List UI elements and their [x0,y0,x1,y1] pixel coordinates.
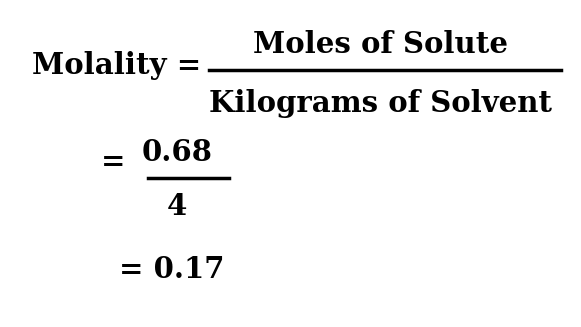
Text: 4: 4 [167,192,188,220]
Text: Kilograms of Solvent: Kilograms of Solvent [209,89,552,117]
Text: Molality =: Molality = [32,51,211,80]
Text: =: = [101,147,125,176]
Text: Moles of Solute: Moles of Solute [253,30,508,59]
Text: 0.68: 0.68 [142,138,213,166]
Text: = 0.17: = 0.17 [119,255,225,284]
